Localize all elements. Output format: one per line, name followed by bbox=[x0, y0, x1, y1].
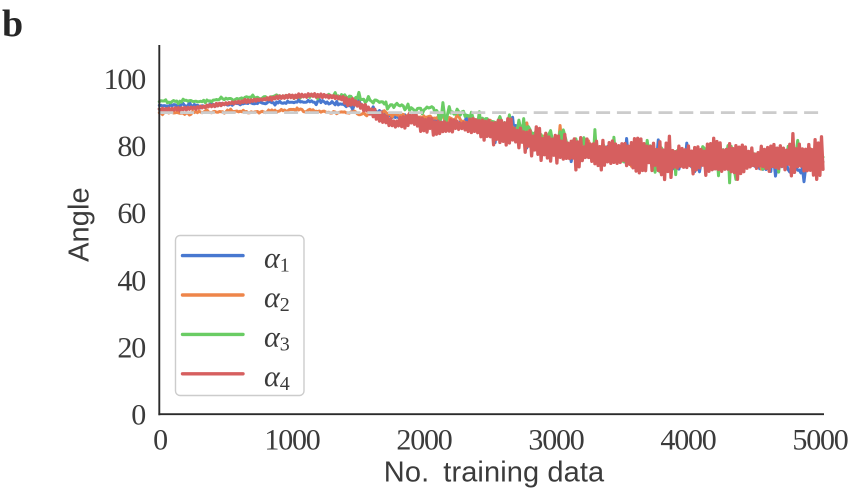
svg-text:5000: 5000 bbox=[792, 424, 847, 457]
svg-text:3000: 3000 bbox=[528, 424, 583, 457]
svg-text:4000: 4000 bbox=[660, 424, 715, 457]
svg-text:60: 60 bbox=[117, 197, 145, 230]
svg-text:100: 100 bbox=[104, 63, 146, 96]
svg-text:20: 20 bbox=[117, 331, 145, 364]
svg-text:No. training data: No. training data bbox=[384, 457, 605, 489]
svg-text:2000: 2000 bbox=[396, 424, 451, 457]
svg-text:Angle: Angle bbox=[64, 187, 96, 262]
svg-text:40: 40 bbox=[117, 264, 145, 297]
svg-text:1000: 1000 bbox=[264, 424, 319, 457]
svg-text:80: 80 bbox=[117, 130, 145, 163]
svg-text:0: 0 bbox=[153, 424, 167, 457]
svg-text:b: b bbox=[2, 3, 23, 45]
svg-text:0: 0 bbox=[131, 399, 145, 432]
